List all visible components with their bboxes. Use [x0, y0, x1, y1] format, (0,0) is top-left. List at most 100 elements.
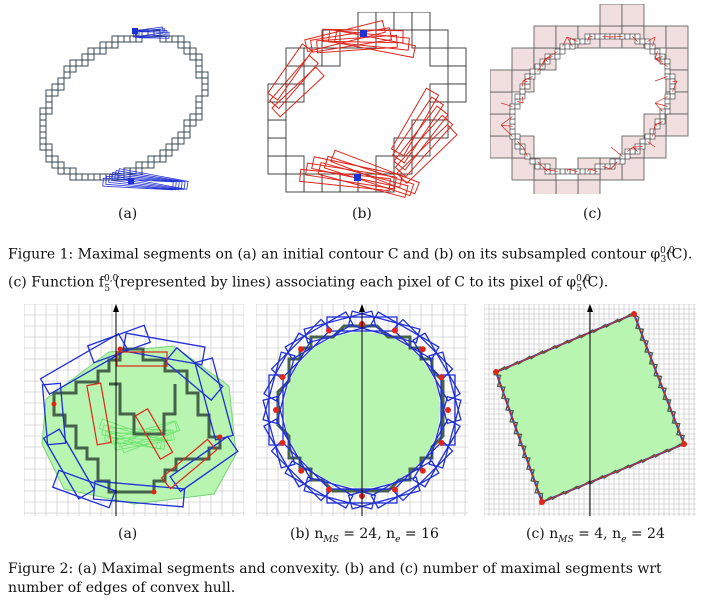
contour-pixel	[87, 173, 95, 181]
maximal-segment	[138, 31, 170, 39]
maximal-segment	[370, 460, 440, 509]
subsampled-pixel	[285, 155, 305, 175]
contour-pixel	[171, 143, 179, 151]
subsampled-pixel	[393, 12, 413, 31]
subsampled-pixel	[511, 47, 535, 71]
figure1-label-b: (b)	[352, 206, 372, 222]
contour-pixel	[579, 168, 586, 175]
contour-pixel	[63, 65, 71, 73]
maximal-segment	[105, 175, 177, 191]
maximal-segment	[262, 351, 296, 425]
contour-pixel	[183, 125, 191, 133]
subsampled-pixel	[577, 179, 601, 194]
subsampled-pixel	[447, 65, 467, 85]
contour-pixel	[649, 48, 656, 55]
contour-pixel	[99, 47, 107, 55]
association-line	[500, 124, 513, 127]
contour-pixel	[51, 83, 59, 91]
contour-pixel	[45, 95, 53, 103]
figure1-panel-a	[39, 26, 209, 191]
association-line	[588, 168, 598, 172]
contour-pixel	[45, 89, 53, 97]
maximal-segment	[303, 310, 377, 344]
contour-pixel	[529, 158, 536, 165]
contour-pixel	[189, 53, 197, 61]
highlight-pixel	[360, 30, 367, 37]
association-line	[627, 146, 634, 152]
contour-pixel	[39, 137, 47, 145]
contour-pixel	[624, 33, 631, 40]
contour-pixel	[135, 161, 143, 169]
subsampled-pixel	[621, 4, 645, 27]
contour-pixel	[195, 71, 203, 79]
maximal-segment	[51, 469, 117, 509]
contour-pixel	[529, 68, 536, 75]
contour-pixel	[51, 155, 59, 163]
vertex-dot	[151, 489, 157, 495]
contour-pixel	[81, 53, 89, 61]
maximal-segment	[392, 318, 454, 380]
association-line	[500, 102, 513, 107]
association-line	[544, 168, 558, 172]
subsampled-pixel	[429, 83, 449, 103]
contour-pixel	[644, 43, 651, 50]
contour-pixel	[81, 59, 89, 67]
contour-pixel	[45, 149, 53, 157]
contour-pixel	[201, 83, 209, 91]
figure2-caption: Figure 2: (a) Maximal segments and conve…	[8, 560, 662, 598]
maximal-segment	[134, 28, 166, 38]
association-line	[588, 36, 593, 38]
association-line	[672, 80, 678, 82]
maximal-segment	[303, 476, 377, 510]
subsampled-pixel	[533, 179, 557, 194]
maximal-segment	[270, 440, 332, 502]
association-line	[654, 102, 663, 112]
maximal-segment	[347, 476, 421, 510]
contour-pixel	[664, 58, 671, 65]
vertex-dot	[117, 346, 123, 352]
contour-pixel	[195, 65, 203, 73]
maximal-segment	[347, 310, 421, 344]
association-line	[544, 51, 558, 60]
subsampled-pixel	[447, 47, 467, 67]
association-line	[522, 80, 524, 87]
contour-pixel	[195, 101, 203, 109]
subsampled-pixel	[285, 173, 305, 193]
maximal-segment	[39, 332, 129, 396]
maximal-segment	[284, 311, 354, 360]
contour-pixel	[177, 131, 185, 139]
contour-pixel	[664, 108, 671, 115]
association-line	[672, 80, 678, 92]
contour-pixel	[629, 148, 636, 155]
contour-pixel	[514, 143, 521, 150]
association-line	[654, 58, 668, 67]
digital-edge	[493, 373, 544, 503]
contour-pixel	[189, 119, 197, 127]
hull-vertex-dot	[279, 439, 286, 446]
figure2-panel-b	[256, 304, 468, 516]
maximal-segment	[117, 168, 189, 190]
hull-vertex-dot	[326, 486, 333, 493]
contour-pixel	[105, 41, 113, 49]
subsampled-pixel	[533, 25, 557, 49]
association-line	[632, 36, 638, 42]
contour-pixel	[39, 107, 47, 115]
association-line	[654, 96, 668, 104]
contour-pixel	[141, 161, 149, 169]
contour-pixel	[559, 168, 566, 175]
subsampled-pixel	[665, 25, 689, 49]
maximal-segment	[262, 395, 296, 469]
association-line	[610, 36, 623, 38]
maximal-segment	[370, 311, 440, 360]
hull-vertex-dot	[539, 499, 545, 505]
concave-segment	[134, 408, 174, 460]
hull-vertex-dot	[298, 467, 305, 474]
association-line	[632, 146, 643, 148]
subsampled-pixel	[429, 119, 449, 139]
maximal-segment	[136, 30, 168, 38]
maximal-segment	[392, 440, 454, 502]
maximal-segment	[393, 105, 449, 171]
contour-pixel	[195, 95, 203, 103]
vertex-dot	[51, 401, 57, 407]
maximal-segment	[270, 318, 332, 380]
